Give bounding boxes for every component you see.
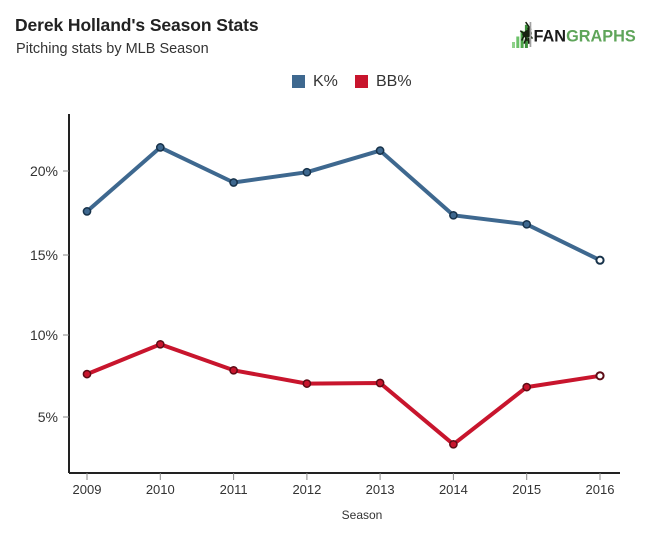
svg-text:2013: 2013 <box>366 482 395 497</box>
svg-text:2011: 2011 <box>220 482 248 497</box>
svg-text:Season: Season <box>342 508 383 522</box>
svg-text:15%: 15% <box>30 247 58 263</box>
svg-text:2014: 2014 <box>439 482 468 497</box>
svg-text:2010: 2010 <box>146 482 175 497</box>
svg-text:2015: 2015 <box>512 482 541 497</box>
svg-text:2009: 2009 <box>73 482 102 497</box>
svg-text:5%: 5% <box>38 409 58 425</box>
svg-text:20%: 20% <box>30 163 58 179</box>
svg-text:2016: 2016 <box>586 482 615 497</box>
svg-text:10%: 10% <box>30 327 58 343</box>
svg-text:2012: 2012 <box>292 482 321 497</box>
